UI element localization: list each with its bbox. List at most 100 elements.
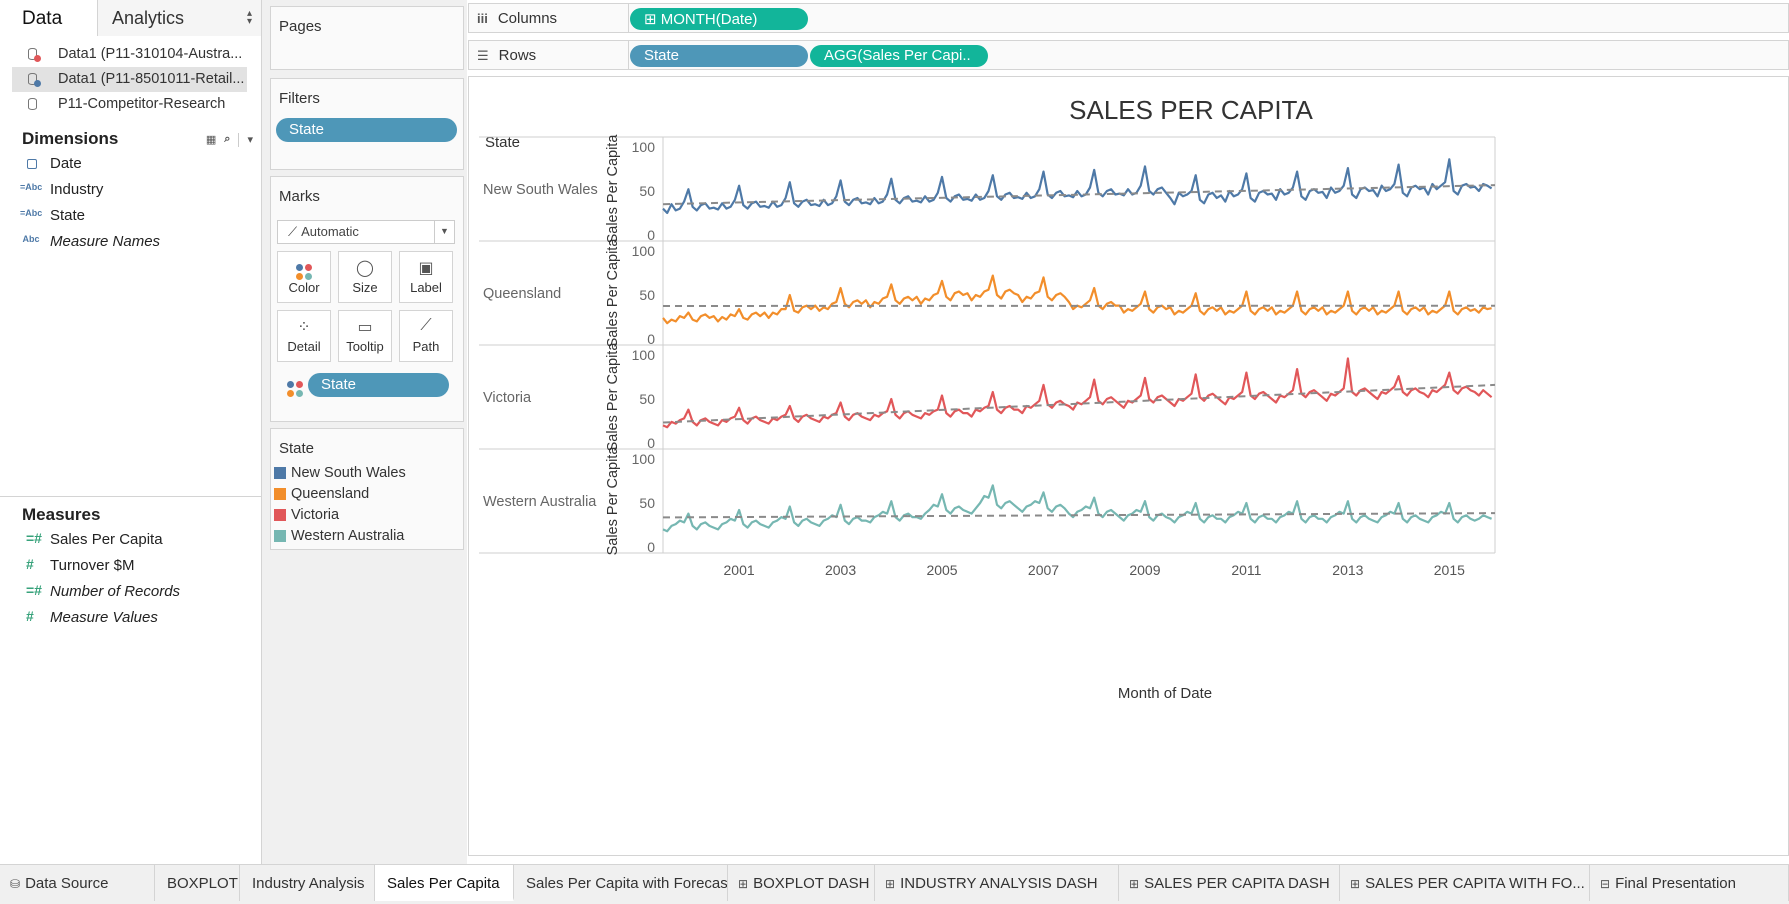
x-tick-label: 2011 xyxy=(1231,562,1261,578)
y-axis-title: Sales Per Capita xyxy=(605,238,621,348)
sheet-tab-boxplot[interactable]: BOXPLOT xyxy=(155,865,240,901)
mark-type-dropdown[interactable]: ⟋ Automatic ▼ xyxy=(277,220,455,244)
sheet-tab-sales-per-capita-with-forecast[interactable]: Sales Per Capita with Forecast xyxy=(514,865,728,901)
y-tick-label: 0 xyxy=(647,331,655,347)
y-tick-label: 100 xyxy=(632,243,656,259)
label-button[interactable]: ▣ Label xyxy=(399,251,453,303)
measure-values[interactable]: # Measure Values xyxy=(0,605,262,631)
measure-sales-per-capita[interactable]: =# Sales Per Capita xyxy=(0,527,262,553)
sales-per-capita-chart: SALES PER CAPITA State Month of Date New… xyxy=(479,95,1496,702)
calculated-number-icon: =# xyxy=(26,582,42,598)
legend-title: State xyxy=(279,440,315,457)
pages-card[interactable]: Pages xyxy=(270,6,464,70)
x-tick-label: 2015 xyxy=(1434,562,1465,578)
tooltip-button-label: Tooltip xyxy=(346,339,384,354)
calendar-icon xyxy=(27,159,37,169)
label-icon: ▣ xyxy=(418,260,434,277)
measure-turnover[interactable]: # Turnover $M xyxy=(0,553,262,579)
y-tick-label: 100 xyxy=(632,347,656,363)
columns-shelf[interactable]: iii Columns ⊞ MONTH(Date) xyxy=(468,3,1789,33)
path-button-label: Path xyxy=(412,339,440,354)
search-icon[interactable]: ⌕ xyxy=(224,133,231,145)
active-source-check-icon xyxy=(34,80,41,87)
mark-type-value: Automatic xyxy=(301,224,359,239)
chevron-down-icon: ▼ xyxy=(434,221,454,243)
legend-item[interactable]: Queensland xyxy=(271,484,463,505)
field-label: Industry xyxy=(50,181,104,198)
sheet-tab-label: BOXPLOT DASH xyxy=(753,875,870,892)
pane-tabs: Data Analytics ▴ ▾ xyxy=(0,0,261,36)
data-source-item[interactable]: P11-Competitor-Research xyxy=(12,92,247,117)
series-line-western-australia xyxy=(662,484,1493,533)
data-source-label: Data1 (P11-310104-Austra... xyxy=(58,46,243,62)
sheet-tab-sales-per-capita-dash[interactable]: ⊞ SALES PER CAPITA DASH xyxy=(1119,865,1340,901)
y-tick-label: 100 xyxy=(632,139,656,155)
sheet-tab-sales-per-capita-with-fo[interactable]: ⊞ SALES PER CAPITA WITH FO... xyxy=(1340,865,1590,901)
marks-pill-state[interactable]: State xyxy=(308,373,449,397)
trend-line xyxy=(662,383,1496,424)
field-label: Measure Names xyxy=(50,233,161,250)
filters-card[interactable]: Filters State xyxy=(270,78,464,170)
sheet-tab-industry-analysis-dash[interactable]: ⊞ INDUSTRY ANALYSIS DASH xyxy=(875,865,1119,901)
legend-item[interactable]: Western Australia xyxy=(271,526,463,547)
rows-pill-state[interactable]: State xyxy=(630,45,808,67)
label-button-label: Label xyxy=(410,280,442,295)
dimension-industry[interactable]: =Abc Industry xyxy=(0,177,261,203)
color-button-label: Color xyxy=(288,280,320,295)
filter-pill-state[interactable]: State xyxy=(276,118,457,142)
tab-analytics-label: Analytics xyxy=(112,8,185,28)
rows-shelf[interactable]: ☰ Rows State AGG(Sales Per Capi.. xyxy=(468,40,1789,70)
dimension-measure-names[interactable]: Abc Measure Names xyxy=(0,229,261,255)
sheet-tab-final-presentation[interactable]: ⊟ Final Presentation xyxy=(1590,865,1789,901)
columns-label: Columns xyxy=(497,10,558,27)
calculated-number-icon: =# xyxy=(26,530,42,546)
legend-item[interactable]: New South Wales xyxy=(271,463,463,484)
legend-label: Victoria xyxy=(291,507,340,523)
row-label-queensland: Queensland xyxy=(483,286,561,302)
dimension-date[interactable]: Date xyxy=(0,151,261,177)
color-encoding-icon xyxy=(287,375,303,397)
columns-pill-month-date[interactable]: ⊞ MONTH(Date) xyxy=(630,8,808,30)
viz-canvas: SALES PER CAPITA State Month of Date New… xyxy=(468,76,1789,856)
detail-button[interactable]: ⁘ Detail xyxy=(277,310,331,362)
x-tick-label: 2009 xyxy=(1129,562,1160,578)
sheet-tab-label: Sales Per Capita with Forecast xyxy=(526,875,728,892)
x-tick-label: 2005 xyxy=(926,562,957,578)
row-header-label: State xyxy=(485,134,520,151)
tab-data[interactable]: Data xyxy=(0,0,98,36)
sheet-tab-label: INDUSTRY ANALYSIS DASH xyxy=(900,875,1098,892)
data-source-item[interactable]: Data1 (P11-310104-Austra... xyxy=(12,42,247,67)
x-tick-label: 2007 xyxy=(1028,562,1059,578)
y-tick-label: 50 xyxy=(639,183,655,199)
size-button[interactable]: ◯ Size xyxy=(338,251,392,303)
path-button[interactable]: ⟋ Path xyxy=(399,310,453,362)
line-mark-icon: ⟋ xyxy=(288,224,298,239)
trend-line xyxy=(662,184,1496,206)
y-axis-title: Sales Per Capita xyxy=(605,342,621,452)
measures-header: Measures xyxy=(0,499,262,527)
tooltip-button[interactable]: ▭ Tooltip xyxy=(338,310,392,362)
data-source-item-selected[interactable]: Data1 (P11-8501011-Retail... xyxy=(12,67,247,92)
legend-swatch xyxy=(274,530,286,542)
string-type-icon: =Abc xyxy=(20,208,43,218)
sheet-tab-sales-per-capita[interactable]: Sales Per Capita xyxy=(375,865,514,901)
measure-number-of-records[interactable]: =# Number of Records xyxy=(0,579,262,605)
y-tick-label: 0 xyxy=(647,435,655,451)
number-icon: # xyxy=(26,608,34,624)
rows-pill-agg-sales[interactable]: AGG(Sales Per Capi.. xyxy=(810,45,988,67)
legend-item[interactable]: Victoria xyxy=(271,505,463,526)
sheet-tab-boxplot-dash[interactable]: ⊞ BOXPLOT DASH xyxy=(728,865,875,901)
marks-title: Marks xyxy=(279,188,320,205)
dimension-state[interactable]: =Abc State xyxy=(0,203,261,229)
sheet-tab-data-source[interactable]: ⛁ Data Source xyxy=(0,865,155,901)
sort-arrows-icon: ▴ ▾ xyxy=(246,8,252,27)
tab-analytics[interactable]: Analytics ▴ ▾ xyxy=(98,0,261,36)
view-list-icon[interactable]: ▦ xyxy=(205,134,217,146)
data-source-label: P11-Competitor-Research xyxy=(58,96,226,112)
story-icon: ⊟ xyxy=(1600,877,1611,891)
color-button[interactable]: Color xyxy=(277,251,331,303)
chevron-down-icon[interactable]: ▾ xyxy=(247,134,253,146)
sheet-tab-industry-analysis[interactable]: Industry Analysis xyxy=(240,865,375,901)
dashboard-icon: ⊞ xyxy=(1350,877,1361,891)
size-icon: ◯ xyxy=(356,260,374,277)
